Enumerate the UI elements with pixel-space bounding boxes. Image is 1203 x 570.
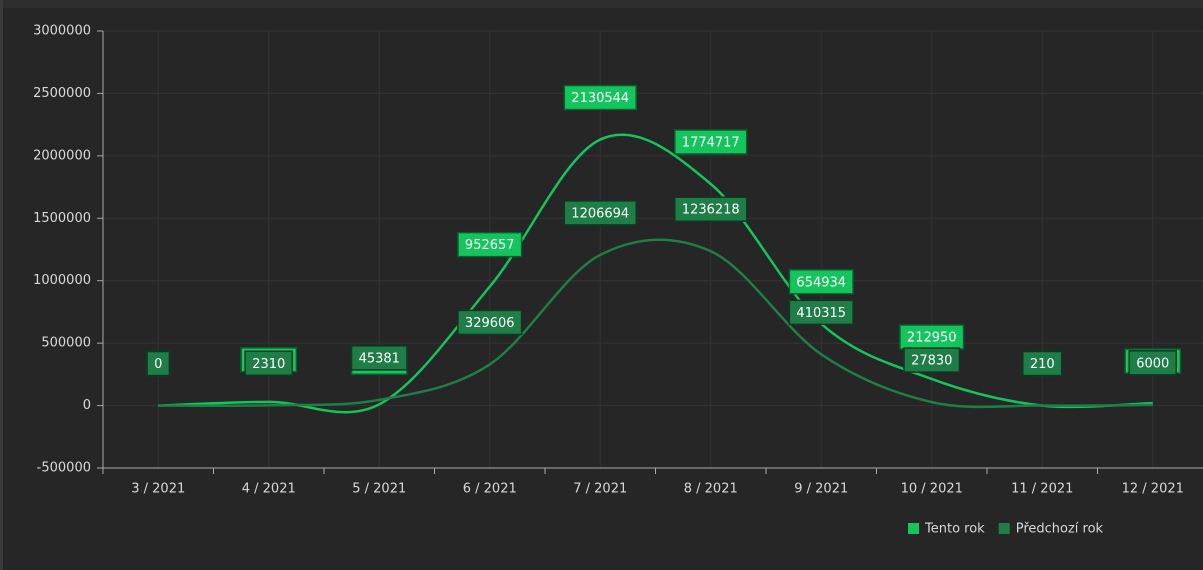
x-tick-label: 11 / 2021	[1011, 482, 1073, 497]
legend-label: Předchozí rok	[1016, 522, 1104, 537]
x-tick-label: 12 / 2021	[1122, 482, 1184, 497]
x-tick-label: 7 / 2021	[573, 482, 627, 497]
y-tick-label: 2500000	[33, 86, 91, 101]
data-label: 210	[1022, 350, 1063, 377]
data-label-text: 329606	[465, 316, 515, 331]
data-label-box	[674, 129, 748, 155]
x-tick-label: 8 / 2021	[684, 482, 738, 497]
x-tick-label: 6 / 2021	[463, 482, 517, 497]
data-label-text: 1774717	[682, 135, 740, 150]
data-label-box	[457, 231, 523, 258]
y-tick-label: 3000000	[33, 24, 91, 39]
data-label-text: 45381	[359, 351, 400, 366]
data-label-box	[788, 269, 854, 295]
data-label-box	[563, 200, 637, 226]
data-label-box	[1128, 350, 1178, 376]
y-tick-label: -500000	[37, 461, 91, 476]
data-label: 1206694	[563, 200, 637, 226]
y-tick-label: 1000000	[33, 273, 91, 288]
data-label: 27830	[903, 347, 961, 373]
data-label-text: 212950	[907, 330, 957, 345]
data-label: 1236218	[674, 196, 748, 222]
x-tick-label: 9 / 2021	[794, 482, 848, 497]
y-tick-label: 500000	[41, 336, 91, 351]
series-line	[158, 238, 1153, 409]
data-label-text: 6000	[1136, 356, 1169, 371]
y-tick-label: 1500000	[33, 211, 91, 226]
data-label: 1774717	[674, 129, 748, 155]
data-label-box	[899, 324, 965, 350]
x-tick-label: 4 / 2021	[242, 482, 296, 497]
x-tick-label: 10 / 2021	[901, 482, 963, 497]
data-label-box	[674, 196, 748, 222]
data-label: 212950	[899, 324, 965, 350]
left-border	[0, 0, 3, 570]
data-label: 0	[146, 350, 171, 377]
x-tick-label: 5 / 2021	[352, 482, 406, 497]
legend-swatch	[998, 523, 1010, 534]
data-label-box	[563, 84, 637, 111]
data-label: 2130544	[563, 84, 637, 111]
series-line	[158, 133, 1153, 414]
data-label-text: 654934	[796, 275, 846, 290]
data-label: 2310	[244, 350, 294, 377]
data-label: 6000	[1128, 350, 1178, 376]
data-label-text: 1206694	[571, 206, 629, 221]
data-label: 952657	[457, 231, 523, 258]
data-label-box	[903, 347, 961, 373]
data-label-text: 27830	[911, 354, 952, 369]
x-tick-label: 3 / 2021	[131, 482, 185, 497]
data-label-text: 2130544	[571, 91, 629, 106]
top-bar	[0, 0, 1203, 8]
data-label-box	[1022, 350, 1063, 377]
y-tick-label: 0	[83, 398, 91, 413]
data-label: 329606	[457, 309, 523, 336]
data-label: 410315	[788, 299, 854, 326]
data-label-text: 210	[1030, 357, 1055, 372]
legend-swatch	[908, 523, 919, 534]
data-label-text: 410315	[796, 306, 846, 321]
data-label-box	[244, 350, 294, 377]
data-label-text: 952657	[465, 238, 515, 253]
data-label-box	[788, 299, 854, 326]
y-tick-label: 2000000	[33, 148, 91, 163]
data-label-text: 2310	[252, 357, 285, 372]
data-label: 654934	[788, 269, 854, 295]
data-label-box	[350, 345, 408, 371]
data-label-text: 0	[154, 357, 162, 372]
data-label-text: 1236218	[682, 203, 740, 218]
data-label-box	[146, 350, 171, 377]
legend-label: Tento rok	[924, 522, 985, 537]
data-label-box	[457, 309, 523, 336]
data-label: 45381	[350, 345, 408, 371]
